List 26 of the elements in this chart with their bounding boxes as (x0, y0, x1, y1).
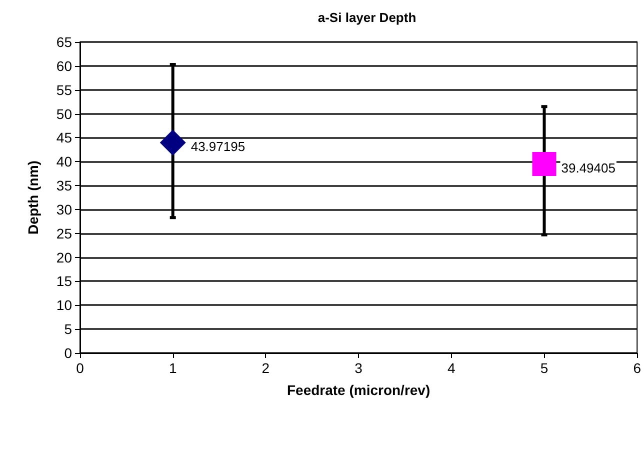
x-axis-title: Feedrate (micron/rev) (286, 382, 430, 398)
y-tick-label: 5 (64, 321, 72, 338)
y-tick-label: 65 (56, 34, 72, 50)
y-axis-title: Depth (nm) (25, 160, 41, 234)
x-tick-label: 5 (540, 360, 548, 376)
x-tick-label: 4 (448, 360, 456, 376)
y-tick-label: 30 (56, 201, 72, 218)
y-tick-label: 55 (56, 82, 72, 98)
x-tick-label: 2 (262, 360, 270, 376)
x-tick-label: 1 (168, 360, 177, 376)
x-tick-label: 3 (354, 360, 363, 376)
y-tick-label: 25 (56, 225, 72, 242)
y-tick-label: 45 (56, 130, 72, 146)
y-tick-label: 60 (56, 58, 72, 74)
y-tick-label: 50 (56, 106, 72, 122)
data-label: 39.49405 (561, 160, 616, 176)
data-label: 43.97195 (190, 139, 246, 154)
x-tick-label: 0 (76, 360, 84, 376)
chart-title: a-Si layer Depth (318, 10, 416, 25)
y-tick-label: 40 (56, 154, 72, 170)
y-tick-label: 10 (56, 297, 72, 314)
y-tick-label: 0 (64, 345, 72, 361)
y-tick-label: 20 (56, 249, 72, 266)
x-tick-label: 6 (633, 360, 642, 376)
y-tick-label: 15 (56, 273, 72, 290)
y-tick-label: 35 (56, 178, 72, 194)
